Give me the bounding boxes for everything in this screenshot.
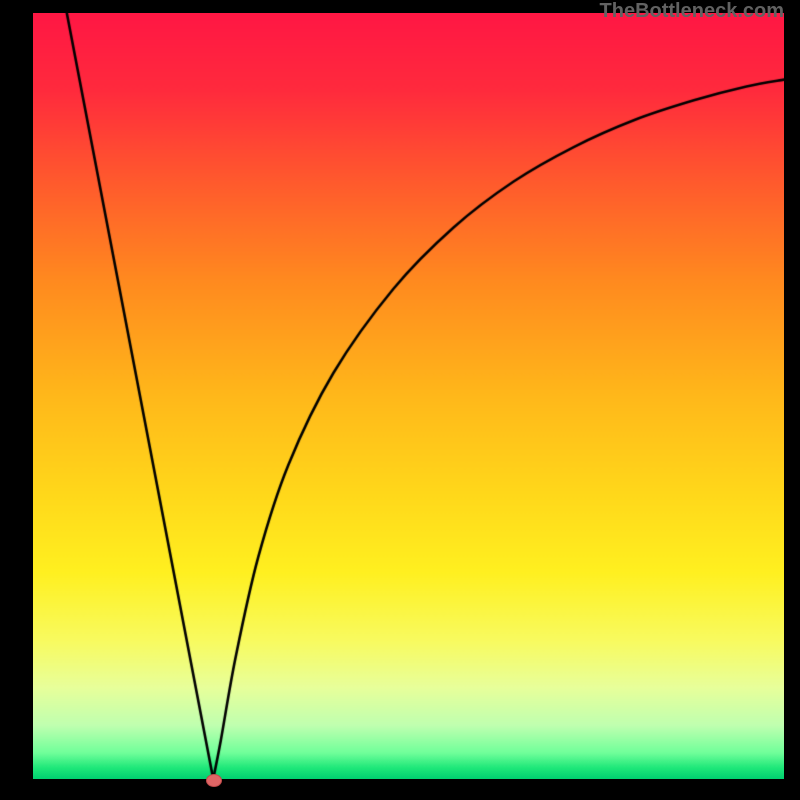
watermark-text: TheBottleneck.com (600, 0, 784, 23)
chart-stage: TheBottleneck.com (0, 0, 800, 800)
plot-area (33, 13, 784, 779)
bottleneck-curve (33, 13, 784, 779)
optimal-point-marker (206, 774, 222, 787)
